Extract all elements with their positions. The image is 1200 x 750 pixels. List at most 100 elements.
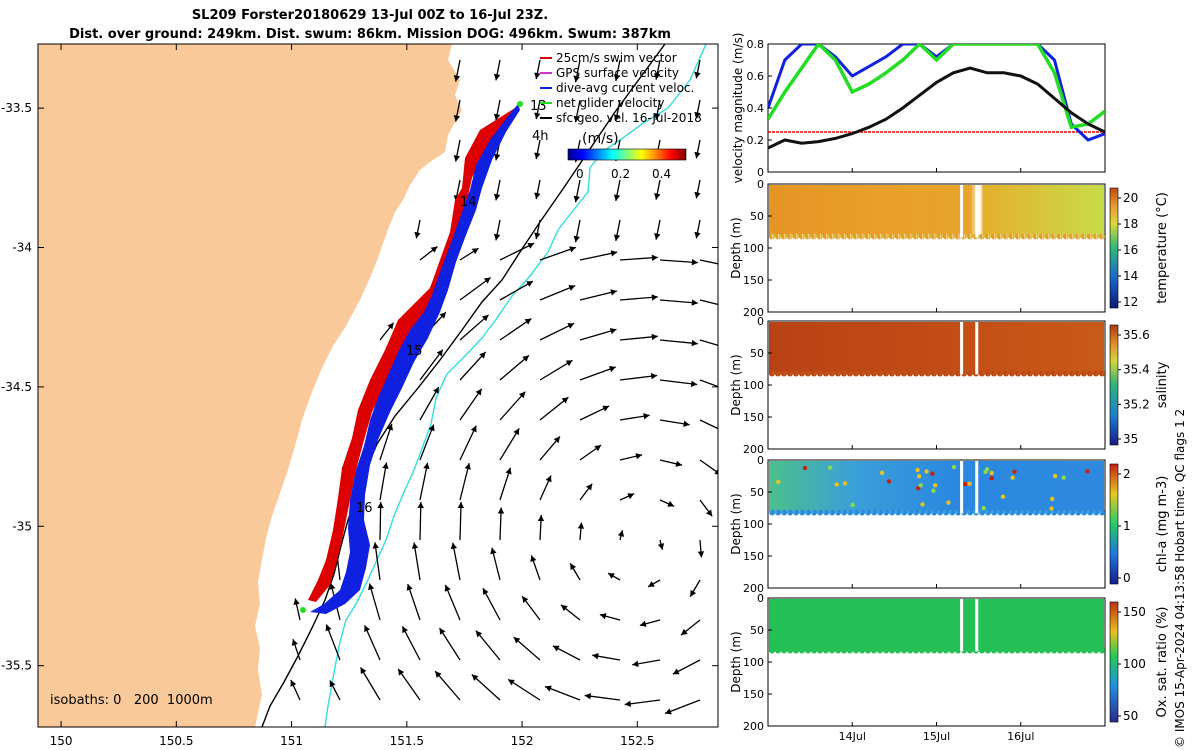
section-ytick-label: 100: [743, 379, 764, 392]
section-profile-dot: [841, 233, 847, 240]
geo-velocity-arrowhead: [329, 583, 336, 590]
section-profile-dot: [919, 370, 925, 377]
chla-sample-dot: [1049, 496, 1055, 502]
section-profile-dot: [997, 370, 1003, 377]
section-profile-dot: [979, 233, 985, 240]
section-profile-dot: [1087, 509, 1093, 516]
section-profile-dot: [847, 370, 853, 377]
section-profile-dot: [1063, 233, 1069, 240]
section-profile-dot: [979, 647, 985, 654]
section-profile-dot: [1087, 233, 1093, 240]
section-profile-dot: [889, 647, 895, 654]
section-profile-dot: [1069, 509, 1075, 516]
geo-velocity-arrow: [459, 501, 462, 541]
section-ylabel: Depth (m): [729, 354, 743, 415]
chla-sample-dot: [920, 502, 925, 507]
section-profile-dot: [1069, 233, 1075, 240]
geo-velocity-arrowhead: [624, 700, 632, 707]
speed-cb-tick-0: 0: [576, 167, 584, 181]
chla-sample-dot: [930, 471, 935, 476]
section-profile-dot: [787, 509, 793, 516]
geo-velocity-arrow: [659, 259, 698, 264]
geo-velocity-arrowhead: [613, 194, 621, 201]
geo-velocity-arrowhead: [568, 284, 576, 291]
section-profile-dot: [937, 233, 943, 240]
section-profile-dot: [955, 370, 961, 377]
geo-velocity-arrowhead: [667, 500, 675, 507]
section-profile-dot: [937, 370, 943, 377]
geo-velocity-arrowhead: [293, 598, 300, 606]
section-field: [769, 599, 1104, 652]
chla-sample-dot: [1061, 475, 1066, 480]
section-profile-dot: [859, 370, 865, 377]
geo-velocity-arrow: [401, 626, 421, 661]
geo-velocity-arrowhead: [464, 463, 471, 470]
section-profile-dot: [871, 370, 877, 377]
geo-velocity-arrow: [379, 462, 388, 501]
geo-velocity-arrowhead: [672, 668, 680, 675]
speed-colorbar: [567, 148, 687, 161]
section-profile-dot: [919, 509, 925, 516]
geo-velocity-arrowhead: [530, 555, 537, 563]
chla-sample-dot: [932, 483, 938, 488]
section-profile-dot: [769, 509, 775, 516]
geo-velocity-arrowhead: [694, 151, 701, 159]
section-profile-dot: [1063, 370, 1069, 377]
section-profile-dot: [967, 370, 973, 377]
section-profile-dot: [1033, 509, 1039, 516]
section-profile-dot: [871, 509, 877, 516]
geo-velocity-arrowhead: [694, 231, 701, 239]
geo-velocity-arrowhead: [518, 391, 526, 399]
section-colorbar: [1109, 324, 1119, 446]
section-profile-dot: [1033, 647, 1039, 654]
map-ytick-label: -35: [12, 519, 32, 533]
section-profile-dot: [1093, 647, 1099, 654]
time-tick-label: 14Jul: [839, 730, 866, 743]
section-ytick-label: 200: [743, 582, 764, 595]
section-profile-dot: [877, 509, 883, 516]
section-profile-dot: [925, 233, 931, 240]
speed-cb-tick-02: 0.2: [611, 167, 630, 181]
section-profile-dot: [829, 647, 835, 654]
section-profile-dot: [853, 509, 859, 516]
section-profile-dot: [1015, 370, 1021, 377]
geo-velocity-arrowhead: [694, 111, 701, 119]
geo-velocity-arrowhead: [651, 294, 658, 301]
section-profile-dot: [883, 647, 889, 654]
geo-velocity-arrow: [419, 349, 444, 381]
geo-velocity-arrow: [407, 583, 421, 621]
geo-velocity-arrowhead: [730, 305, 737, 311]
section-ytick-label: 100: [743, 242, 764, 255]
geo-velocity-arrow: [379, 423, 393, 461]
geo-velocity-arrow: [419, 501, 422, 541]
section-colorbar: [1109, 187, 1119, 309]
section-profile-dot: [925, 370, 931, 377]
geo-velocity-arrowhead: [690, 380, 698, 387]
section-profile-dot: [985, 233, 991, 240]
section-profile-dot: [943, 509, 949, 516]
geo-velocity-arrow: [419, 462, 429, 501]
geo-velocity-arrowhead: [450, 542, 458, 550]
section-ylabel: Depth (m): [729, 493, 743, 554]
geo-velocity-arrowhead: [691, 299, 698, 306]
section-profile-dot: [1057, 233, 1063, 240]
geo-velocity-arrowhead: [552, 645, 560, 652]
geo-velocity-arrowhead: [372, 542, 379, 549]
geo-velocity-arrowhead: [471, 248, 479, 255]
section-profile-dot: [1027, 509, 1033, 516]
section-profile-dot: [1039, 370, 1045, 377]
section-ytick-label: 0: [757, 315, 764, 328]
section-ytick-label: 100: [743, 518, 764, 531]
geo-velocity-arrowhead: [573, 235, 580, 243]
section-profile-dot: [769, 233, 775, 240]
section-profile-dot: [949, 647, 955, 654]
chla-sample-dot: [834, 482, 839, 487]
section-profile-dot: [949, 233, 955, 240]
geo-velocity-arrowhead: [537, 514, 545, 522]
section-profile-dot: [955, 509, 961, 516]
section-profile-dot: [907, 233, 913, 240]
geo-velocity-arrowhead: [457, 502, 465, 509]
map-x-ticks: 150 150.5 151 151.5 152 152.5: [50, 44, 655, 748]
section-profile-dot: [1057, 509, 1063, 516]
section-profile-dot: [943, 370, 949, 377]
